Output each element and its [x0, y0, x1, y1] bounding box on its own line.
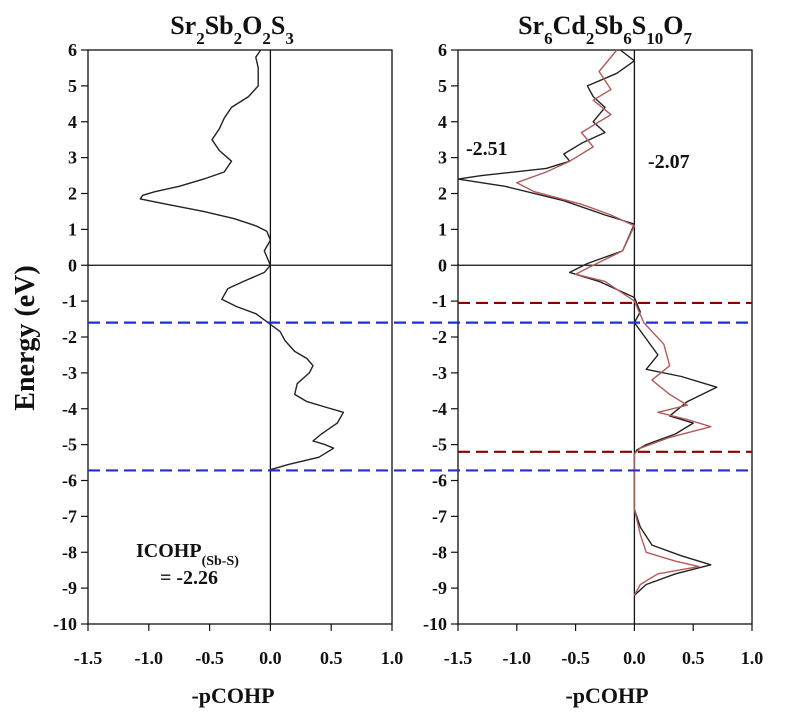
y-tick-label: -10 — [53, 614, 77, 634]
x-tick-label: 0.5 — [320, 648, 343, 668]
icohp-black-value: -2.51 — [466, 138, 508, 160]
y-tick-label: -6 — [432, 471, 447, 491]
y-tick-label: 3 — [438, 148, 447, 168]
y-axis-label: Energy (eV) — [10, 265, 41, 410]
x-tick-label: -0.5 — [195, 648, 224, 668]
panel-right-title: Sr6Cd2Sb6S10O7 — [518, 11, 692, 48]
x-tick-label: -1.5 — [74, 648, 103, 668]
icohp-red-value: -2.07 — [648, 151, 690, 173]
y-tick-label: 3 — [68, 148, 77, 168]
x-tick-label: 0.0 — [623, 648, 646, 668]
y-tick-label: -4 — [432, 399, 447, 419]
y-tick-label: 1 — [438, 219, 447, 239]
panel-right: 6 5 4 3 2 1 0 -1 -2 -3 -4 -5 -6 -7 -8 -9 -10 -1.5 -1.0 -0.5… — [423, 40, 763, 668]
y-tick-label: -7 — [62, 506, 77, 526]
y-tick-label: 5 — [68, 76, 77, 96]
y-tick-label: -8 — [432, 542, 447, 562]
y-tick-label: -3 — [62, 363, 77, 383]
x-tick-label: -1.5 — [444, 648, 473, 668]
panel-left-title: Sr2Sb2O2S3 — [170, 11, 294, 48]
panel-left: 6 5 4 3 2 1 0 -1 -2 -3 -4 -5 -6 -7 -8 -9 -10 -1.5 -1.0 -0.5… — [53, 40, 403, 668]
x-tick-label: 0.5 — [682, 648, 705, 668]
x-tick-label: -1.0 — [503, 648, 532, 668]
y-tick-label: -2 — [62, 327, 77, 347]
y-tick-label: 6 — [68, 40, 77, 60]
y-tick-label: -2 — [432, 327, 447, 347]
series-line-red — [516, 49, 712, 596]
y-tick-label: -10 — [423, 614, 447, 634]
y-tick-label: 1 — [68, 219, 77, 239]
y-tick-label: 6 — [438, 40, 447, 60]
y-tick-label: 4 — [438, 112, 447, 132]
series-line-black — [457, 49, 718, 596]
y-tick-label: -9 — [62, 578, 77, 598]
y-tick-label: -6 — [62, 471, 77, 491]
x-axis-label-right: -pCOHP — [565, 683, 648, 708]
x-tick-label: 1.0 — [741, 648, 764, 668]
y-tick-label: 2 — [68, 184, 77, 204]
y-tick-label: -5 — [432, 435, 447, 455]
icohp-annotation: ICOHP(Sb-S) — [136, 540, 239, 569]
plot-frame — [87, 49, 393, 625]
y-tick-label: -5 — [62, 435, 77, 455]
y-tick-label: 5 — [438, 76, 447, 96]
y-tick-label: 0 — [68, 255, 77, 275]
x-tick-label: -0.5 — [561, 648, 590, 668]
icohp-value: = -2.26 — [160, 567, 218, 589]
y-tick-label: 2 — [438, 184, 447, 204]
y-tick-label: -8 — [62, 542, 77, 562]
x-tick-label: -1.0 — [135, 648, 164, 668]
series-line-black — [139, 49, 345, 471]
y-tick-label: -9 — [432, 578, 447, 598]
y-tick-label: -1 — [62, 291, 77, 311]
y-tick-label: -4 — [62, 399, 77, 419]
y-tick-label: -7 — [432, 506, 447, 526]
y-tick-label: 4 — [68, 112, 77, 132]
plot-frame — [457, 49, 753, 625]
y-tick-label: -3 — [432, 363, 447, 383]
x-tick-label: 0.0 — [259, 648, 282, 668]
y-tick-label: 0 — [438, 255, 447, 275]
x-axis-label-left: -pCOHP — [191, 683, 274, 708]
y-tick-label: -1 — [432, 291, 447, 311]
x-tick-label: 1.0 — [381, 648, 404, 668]
